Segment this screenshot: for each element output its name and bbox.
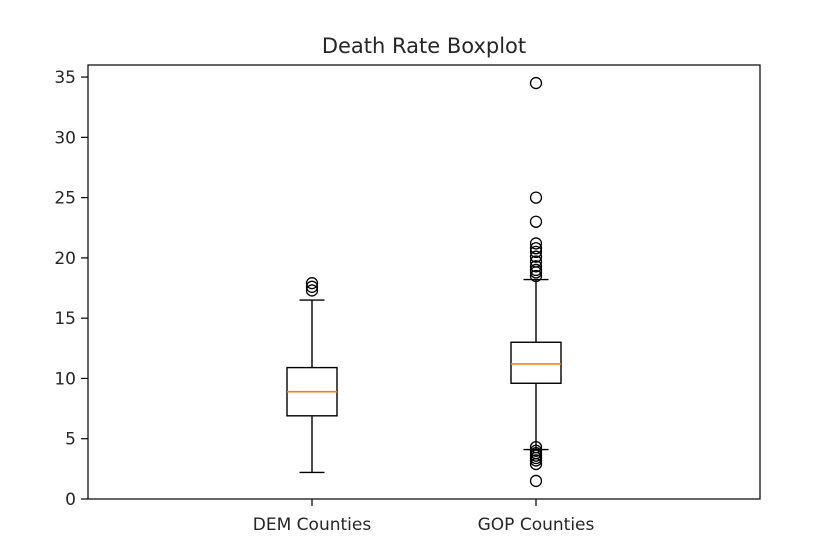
outlier-point bbox=[305, 284, 319, 297]
y-tick-label: 10 bbox=[54, 369, 76, 389]
y-tick-label: 35 bbox=[54, 68, 76, 88]
outlier-point bbox=[529, 269, 543, 283]
y-tick-label: 15 bbox=[54, 309, 76, 329]
y-tick-label: 30 bbox=[54, 128, 76, 148]
outlier-point bbox=[529, 250, 543, 263]
outlier-point bbox=[305, 277, 319, 290]
y-tick-label: 5 bbox=[65, 430, 76, 450]
outlier-point bbox=[305, 280, 319, 293]
box bbox=[510, 341, 562, 384]
outlier-point bbox=[529, 245, 543, 259]
x-tick-label: GOP Counties bbox=[478, 515, 595, 535]
axes-frame bbox=[87, 64, 761, 500]
y-tick-label: 0 bbox=[65, 490, 76, 510]
outlier-point bbox=[529, 237, 543, 250]
y-tick-label: 20 bbox=[54, 249, 76, 269]
outlier-point bbox=[529, 191, 543, 204]
x-tick-label: DEM Counties bbox=[253, 515, 372, 535]
outlier-point bbox=[529, 260, 543, 273]
outlier-point bbox=[529, 457, 543, 471]
y-tick-label: 25 bbox=[54, 189, 76, 209]
plot-area: 0 5 10 15 20 25 30 35 DEM Counties GOP Counties bbox=[54, 68, 594, 535]
outlier-point bbox=[529, 474, 543, 488]
outlier-point bbox=[529, 76, 543, 90]
outlier-point bbox=[529, 454, 543, 467]
outlier-point bbox=[529, 215, 543, 228]
chart-title: Death Rate Boxplot bbox=[322, 34, 526, 58]
outlier-point bbox=[529, 242, 543, 255]
outlier-point bbox=[529, 266, 543, 279]
